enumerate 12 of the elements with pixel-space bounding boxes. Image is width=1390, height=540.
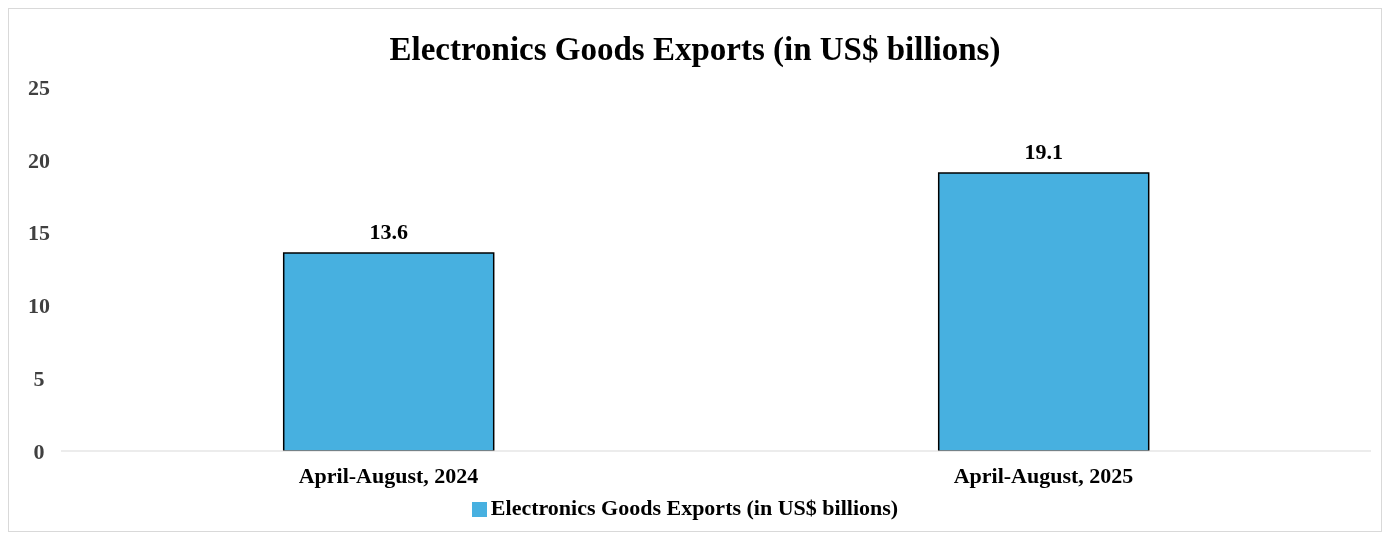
data-label: 19.1 — [1024, 138, 1063, 164]
y-tick-label: 20 — [28, 147, 50, 173]
y-tick-label: 0 — [33, 438, 45, 464]
x-tick-label: April-August, 2024 — [298, 462, 479, 488]
y-tick-label: 15 — [28, 220, 50, 246]
y-tick-label: 5 — [33, 366, 45, 392]
legend-label: Electronics Goods Exports (in US$ billions) — [490, 495, 899, 520]
y-tick-label: 25 — [28, 74, 50, 100]
data-label: 13.6 — [369, 218, 408, 244]
y-tick-label: 10 — [28, 293, 50, 319]
chart-title: Electronics Goods Exports (in US$ billions) — [389, 31, 1001, 67]
x-tick-label: April-August, 2025 — [953, 462, 1134, 488]
